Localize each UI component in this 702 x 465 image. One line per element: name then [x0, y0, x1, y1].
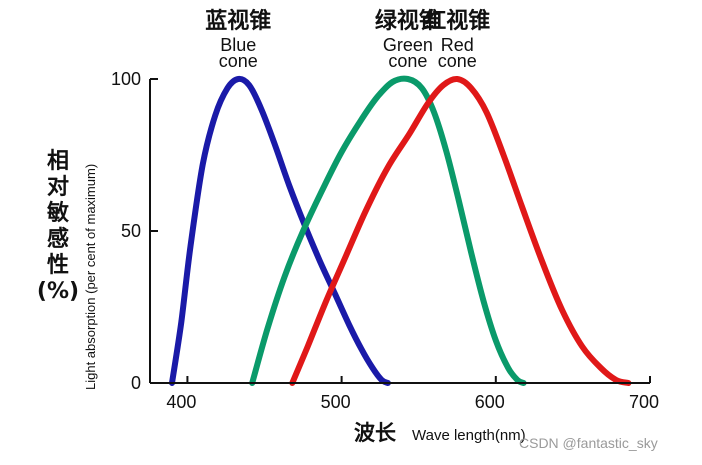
blue-cone-curve	[169, 75, 391, 386]
curves-layer	[169, 75, 632, 386]
y-axis-title-cn-char: 感	[47, 226, 69, 252]
blue-cone-label-cn: 蓝视锥	[205, 8, 271, 34]
x-tick-label: 700	[629, 392, 659, 412]
y-tick-label: 50	[121, 221, 141, 241]
blue-cone-label-en: cone	[219, 51, 258, 71]
x-axis-title-en: Wave length(nm)	[412, 427, 526, 444]
watermark: CSDN @fantastic_sky	[519, 435, 658, 451]
y-axis-title-en: Light absorption (per cent of maximum)	[83, 164, 98, 390]
y-tick-label: 0	[131, 373, 141, 393]
x-ticks: 400 500 600 700	[166, 376, 659, 412]
green-cone-curve	[249, 75, 527, 386]
red-cone-label-en: Red	[441, 35, 474, 55]
x-tick-label: 500	[321, 392, 351, 412]
y-axis-title-cn-char: 相	[47, 149, 69, 174]
red-cone-label-cn: 红视锥	[424, 8, 490, 34]
green-cone-label-en: cone	[388, 51, 427, 71]
y-axis-title-cn-char: 性	[47, 253, 69, 278]
y-tick-label: 100	[111, 69, 141, 89]
x-tick-label: 400	[166, 392, 196, 412]
y-axis-title-cn-char: 对	[47, 175, 69, 200]
x-axis-title-cn: 波长	[354, 421, 397, 445]
x-axis-title: 波长 Wave length(nm)	[354, 421, 526, 445]
y-ticks: 0 50 100	[111, 69, 158, 393]
blue-cone-label-en: Blue	[220, 35, 256, 55]
red-cone-label-en: cone	[438, 51, 477, 71]
x-tick-label: 600	[475, 392, 505, 412]
y-axis-title-cn-char: (%)	[37, 279, 79, 304]
green-cone-label-en: Green	[383, 35, 433, 55]
green-cone-label-cn: 绿视锥	[375, 8, 441, 34]
y-axis-title-cn-char: 敏	[46, 200, 69, 226]
red-cone-curve	[289, 75, 632, 386]
